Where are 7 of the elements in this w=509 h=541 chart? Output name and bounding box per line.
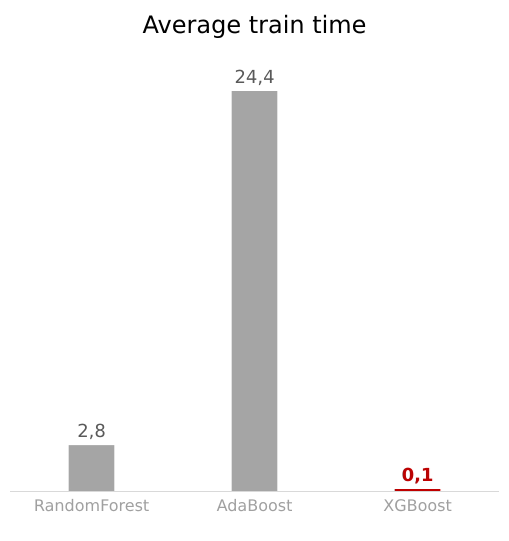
x-tick-label: XGBoost [383, 496, 452, 516]
x-tick-label: RandomForest [34, 496, 150, 516]
x-tick-label: AdaBoost [216, 496, 292, 516]
data-label: 2,8 [77, 421, 106, 442]
data-label: 24,4 [234, 67, 275, 88]
data-label: 0,1 [402, 465, 434, 486]
chart-title: Average train time [142, 11, 366, 40]
